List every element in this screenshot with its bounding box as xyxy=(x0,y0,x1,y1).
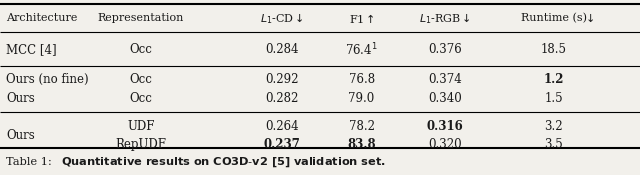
Text: $\mathbf{Quantitative\ results\ on\ CO3D\text{-}v2\ [5]\ validation\ set.}$: $\mathbf{Quantitative\ results\ on\ CO3D… xyxy=(61,155,385,169)
Text: 79.0: 79.0 xyxy=(348,92,375,105)
Text: Runtime (s): Runtime (s) xyxy=(520,13,587,23)
Text: 3.5: 3.5 xyxy=(544,138,563,151)
Text: 3.2: 3.2 xyxy=(544,120,563,133)
Text: Occ: Occ xyxy=(129,43,152,56)
Text: UDF: UDF xyxy=(127,120,154,133)
Text: 0.374: 0.374 xyxy=(428,73,461,86)
Text: 0.320: 0.320 xyxy=(428,138,461,151)
Text: 83.8: 83.8 xyxy=(348,138,376,151)
Text: 18.5: 18.5 xyxy=(541,43,566,56)
Text: Ours: Ours xyxy=(6,129,35,142)
Text: 0.282: 0.282 xyxy=(265,92,298,105)
Text: Ours: Ours xyxy=(6,92,35,105)
Text: $\downarrow$: $\downarrow$ xyxy=(583,12,595,24)
Text: 0.316: 0.316 xyxy=(426,120,463,133)
Text: $L_1$-RGB$\downarrow$: $L_1$-RGB$\downarrow$ xyxy=(419,11,471,26)
Text: Ours (no fine): Ours (no fine) xyxy=(6,73,89,86)
Text: Table 1:: Table 1: xyxy=(6,157,56,167)
Text: 1.5: 1.5 xyxy=(544,92,563,105)
Text: 0.284: 0.284 xyxy=(265,43,298,56)
Text: F1$\uparrow$: F1$\uparrow$ xyxy=(349,12,374,25)
Text: 78.2: 78.2 xyxy=(349,120,374,133)
Text: 0.237: 0.237 xyxy=(263,138,300,151)
Text: 76.4$^1$: 76.4$^1$ xyxy=(345,42,378,58)
Text: Occ: Occ xyxy=(129,73,152,86)
Text: RepUDF: RepUDF xyxy=(115,138,166,151)
Text: 1.2: 1.2 xyxy=(543,73,564,86)
Text: 0.340: 0.340 xyxy=(428,92,461,105)
Text: MCC [4]: MCC [4] xyxy=(6,43,57,56)
Text: Architecture: Architecture xyxy=(6,13,78,23)
Text: Representation: Representation xyxy=(98,13,184,23)
Text: 0.292: 0.292 xyxy=(265,73,298,86)
Text: 0.264: 0.264 xyxy=(265,120,298,133)
Text: Occ: Occ xyxy=(129,92,152,105)
Text: 76.8: 76.8 xyxy=(349,73,374,86)
Text: $L_1$-CD$\downarrow$: $L_1$-CD$\downarrow$ xyxy=(260,11,303,26)
Text: 0.376: 0.376 xyxy=(428,43,461,56)
